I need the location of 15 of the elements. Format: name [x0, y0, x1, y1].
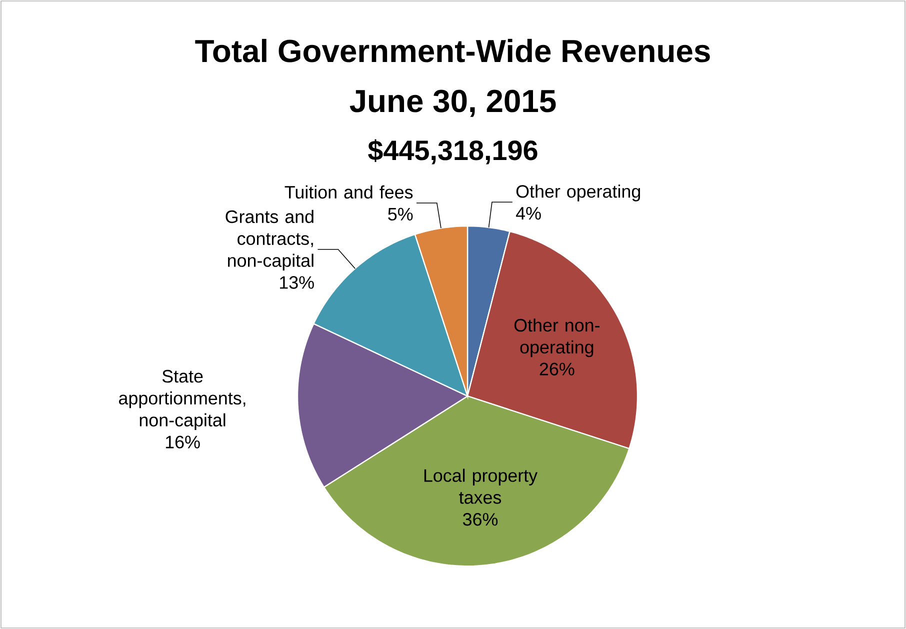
chart-title: Total Government-Wide Revenues: [195, 38, 710, 62]
slice-label: Other non-operating: [514, 318, 600, 358]
data-label: 13%: [280, 276, 314, 289]
slice-label: Other operating: [516, 184, 640, 202]
slice-label: Tuition and fees: [284, 185, 413, 199]
slice-label: Local property taxes: [424, 468, 538, 504]
data-label: 4%: [516, 207, 541, 220]
data-label: 5%: [388, 208, 413, 220]
text: $445,318,196: [368, 139, 538, 164]
data-label: 26%: [540, 362, 574, 376]
slice-label: Grants and contracts, non-capital: [226, 210, 314, 270]
data-label: 16%: [166, 436, 200, 448]
data-label: 36%: [463, 513, 498, 526]
slice-label: State apportionments, non-capital: [119, 370, 246, 430]
chart-subtitle: June 30, 2015: [350, 90, 556, 117]
